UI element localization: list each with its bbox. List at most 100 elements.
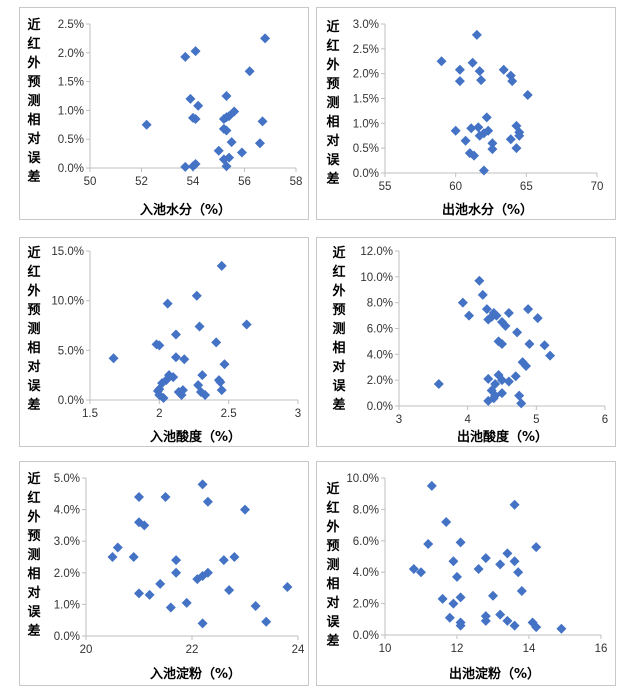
data-point — [532, 313, 543, 324]
x-tick-label: 12 — [451, 643, 464, 655]
chart-panel-6: 近红外预测相对误差 0.0% 2.0% 4.0% 6.0% 8.0% 10.0% 10 12 1… — [316, 461, 616, 686]
y-axis-label: 近红外预测相对误差 — [332, 246, 346, 413]
scatter-plot-6: 0.0% 2.0% 4.0% 6.0% 8.0% 10.0% 10 12 14 16 — [346, 473, 607, 655]
data-point — [181, 597, 192, 608]
data-point — [448, 556, 459, 567]
x-tick-label: 20 — [80, 644, 93, 656]
y-tick-label: 4.0% — [367, 349, 393, 361]
y-tick-label: 3.0% — [54, 536, 80, 548]
data-point — [134, 588, 144, 599]
x-tick-label: 70 — [591, 181, 604, 193]
data-point — [495, 559, 506, 570]
data-point — [241, 319, 252, 330]
y-tick-label: 0.5% — [353, 143, 379, 155]
data-point — [487, 144, 498, 155]
x-tick-label: 5 — [533, 414, 539, 426]
x-tick-label: 4 — [464, 414, 471, 426]
data-point — [218, 555, 229, 566]
data-point — [497, 388, 507, 399]
data-point — [202, 567, 213, 578]
data-point — [171, 555, 182, 566]
data-point — [491, 310, 502, 321]
data-point — [433, 379, 444, 390]
data-point — [250, 600, 261, 611]
data-point — [164, 370, 175, 381]
data-point — [478, 128, 489, 139]
data-point — [195, 387, 206, 398]
data-point — [180, 161, 191, 172]
data-point — [112, 542, 123, 553]
data-point — [522, 90, 533, 101]
x-axis-label: 出池水分（%） — [442, 203, 534, 218]
x-axis-label: 出池酸度（%） — [457, 430, 549, 445]
data-point — [509, 499, 520, 510]
data-point — [202, 496, 213, 507]
data-point — [510, 371, 521, 382]
data-point — [236, 147, 247, 158]
data-point — [221, 91, 232, 101]
x-tick-label: 60 — [449, 181, 462, 193]
data-point — [471, 29, 482, 40]
y-tick-label: 1.5% — [58, 77, 84, 89]
data-point — [495, 609, 506, 620]
y-tick-label: 6.0% — [367, 324, 393, 336]
data-point — [450, 125, 461, 136]
x-tick-label: 56 — [238, 176, 251, 188]
y-axis-label: 近红外预测相对误差 — [326, 20, 340, 187]
data-point — [488, 590, 498, 601]
y-tick-label: 0.5% — [58, 134, 84, 146]
data-point — [481, 112, 492, 123]
chart-panel-4: 近红外预测相对误差 0.0% 2.0% 4.0% 6.0% 8.0% 10.0% 12.0%… — [316, 237, 616, 447]
data-point — [474, 275, 485, 286]
data-point — [524, 339, 535, 349]
y-tick-label: 5.0% — [54, 473, 80, 485]
data-point — [162, 298, 173, 309]
y-tick-label: 2.5% — [353, 44, 379, 56]
y-tick-label: 8.0% — [367, 298, 393, 310]
y-tick-label: 4.0% — [353, 567, 379, 579]
data-point — [444, 612, 455, 623]
data-point — [516, 586, 527, 597]
data-point — [497, 339, 507, 349]
scatter-plot-1: 0.0% 0.5% 1.0% 1.5% 2.0% 2.5% 50 52 54 56 58 — [58, 19, 303, 188]
scatter-plot-5: 0.0% 1.0% 2.0% 3.0% 4.0% 5.0% 20 22 24 — [54, 473, 305, 656]
data-point — [176, 390, 187, 401]
data-point — [457, 297, 468, 308]
y-tick-label: 2.0% — [367, 375, 393, 387]
y-tick-label: 10.0% — [346, 473, 379, 485]
data-point — [531, 622, 542, 633]
data-point — [500, 320, 511, 331]
data-point — [154, 340, 165, 351]
x-tick-label: 2 — [156, 408, 162, 420]
y-tick-label: 8.0% — [353, 504, 379, 516]
data-point — [531, 542, 542, 553]
x-tick-label: 10 — [379, 643, 392, 655]
y-tick-label: 2.0% — [353, 599, 379, 611]
y-tick-label: 2.0% — [58, 48, 84, 60]
data-point — [455, 537, 466, 548]
data-point — [539, 340, 550, 351]
x-tick-label: 50 — [84, 176, 97, 188]
y-axis-label: 近红外预测相对误差 — [27, 18, 41, 185]
data-point — [486, 385, 497, 396]
data-point — [523, 304, 534, 315]
data-point — [229, 552, 240, 562]
data-point — [516, 398, 527, 409]
data-point — [224, 152, 235, 163]
data-point — [219, 359, 230, 370]
data-point — [226, 137, 237, 148]
x-tick-label: 6 — [602, 414, 608, 426]
data-point — [505, 134, 516, 145]
y-tick-label: 0.0% — [353, 630, 379, 642]
data-point — [154, 390, 165, 401]
y-tick-label: 0.0% — [54, 631, 80, 643]
data-point — [423, 538, 434, 549]
x-tick-label: 14 — [523, 643, 536, 655]
data-point — [197, 370, 208, 381]
data-point — [194, 321, 205, 332]
data-point — [474, 66, 485, 77]
x-axis-label: 入池水分（%） — [140, 203, 232, 218]
y-tick-label: 10.0% — [51, 296, 84, 308]
data-point — [191, 290, 202, 301]
data-point — [180, 51, 191, 62]
